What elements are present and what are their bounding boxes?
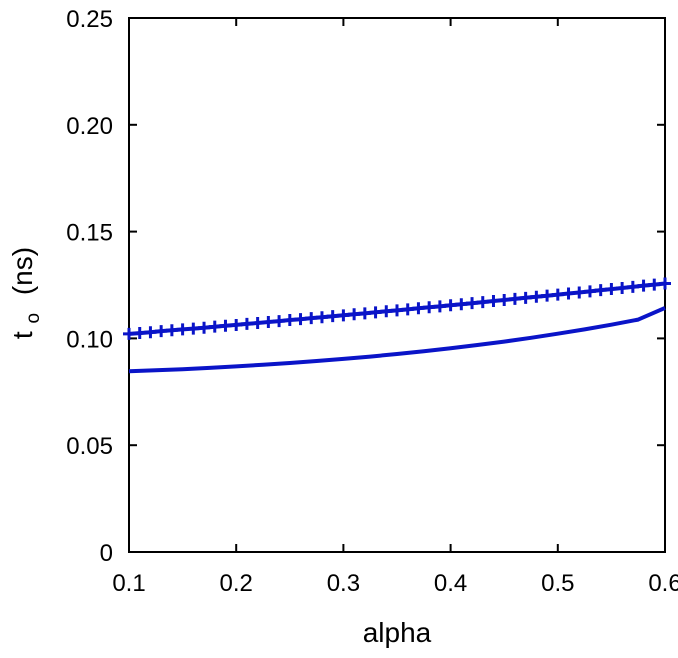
y-tick-label: 0.20 xyxy=(66,113,113,140)
series-1-marker xyxy=(230,318,243,331)
y-axis-ticks: 0 0.05 0.10 0.15 0.20 0.25 xyxy=(66,6,665,567)
series-1-marker xyxy=(155,325,168,338)
x-tick-label: 0.3 xyxy=(327,570,360,597)
series-1-marker xyxy=(605,283,618,296)
y-tick-label: 0.05 xyxy=(66,433,113,460)
x-tick-label: 0.6 xyxy=(648,570,678,597)
series-layer xyxy=(123,277,671,374)
series-1-marker xyxy=(219,319,232,332)
series-1-marker xyxy=(541,289,554,302)
series-1-marker xyxy=(616,281,629,294)
y-tick-label: 0 xyxy=(100,540,113,567)
series-1-marker xyxy=(283,314,296,327)
series-1-marker xyxy=(626,280,639,293)
series-1-marker xyxy=(498,293,511,306)
y-tick-label: 0.10 xyxy=(66,326,113,353)
y-axis-label: t o (ns) xyxy=(7,247,45,339)
series-1-marker xyxy=(380,305,393,318)
series-1-marker xyxy=(444,299,457,312)
series-1-marker xyxy=(466,297,479,310)
series-1-marker xyxy=(423,301,436,314)
plot-area-frame xyxy=(128,17,666,553)
series-1-marker xyxy=(519,291,532,304)
series-1-marker xyxy=(594,284,607,297)
series-1-marker xyxy=(562,287,575,300)
series-1-marker xyxy=(476,296,489,309)
series-1-marker xyxy=(659,277,671,290)
series-1-marker xyxy=(262,315,275,328)
y-axis-label-main: t xyxy=(7,331,38,339)
series-2-line xyxy=(128,306,666,374)
x-tick-label: 0.1 xyxy=(112,570,145,597)
series-1-marker xyxy=(305,312,318,325)
series-1-marker xyxy=(123,327,135,340)
y-axis-label-unit: (ns) xyxy=(7,247,38,295)
series-1-marker xyxy=(198,321,211,334)
series-1-marker xyxy=(187,322,200,335)
x-tick-label: 0.2 xyxy=(220,570,253,597)
x-axis-label: alpha xyxy=(363,617,432,648)
series-1-marker xyxy=(315,311,328,324)
series-1-marker xyxy=(273,315,286,328)
series-1-marker xyxy=(637,279,650,292)
x-axis-ticks: 0.1 0.2 0.3 0.4 0.5 0.6 xyxy=(112,18,678,597)
x-tick-label: 0.5 xyxy=(541,570,574,597)
series-1-marker xyxy=(294,313,307,326)
series-1-marker xyxy=(348,308,361,321)
series-1-marker xyxy=(433,300,446,313)
series-1-marker xyxy=(412,302,425,315)
series-1-marker xyxy=(240,317,253,330)
y-tick-label: 0.25 xyxy=(66,6,113,33)
x-tick-label: 0.4 xyxy=(434,570,467,597)
series-1-marker xyxy=(176,323,189,336)
series-1-marker xyxy=(391,304,403,317)
series-1-marker xyxy=(487,295,500,308)
series-1-marker xyxy=(530,290,543,303)
series-1-marker xyxy=(358,307,371,320)
series-1-marker xyxy=(144,326,157,339)
series-1-marker xyxy=(133,327,146,340)
series-1-marker xyxy=(401,303,414,316)
series-1-marker xyxy=(326,310,339,323)
series-1-marker xyxy=(369,306,382,319)
series-1-marker xyxy=(165,324,178,337)
series-1-marker xyxy=(455,298,468,311)
series-1-marker xyxy=(551,288,564,301)
series-1-marker xyxy=(648,278,661,291)
y-tick-label: 0.15 xyxy=(66,220,113,247)
series-1-marker xyxy=(508,292,521,305)
series-1-marker xyxy=(573,286,586,299)
y-axis-label-subscript: o xyxy=(23,313,44,324)
series-1-marker xyxy=(251,317,264,330)
series-1-marker xyxy=(208,320,221,333)
series-1-marker xyxy=(337,309,350,322)
series-1-marker xyxy=(583,285,596,298)
